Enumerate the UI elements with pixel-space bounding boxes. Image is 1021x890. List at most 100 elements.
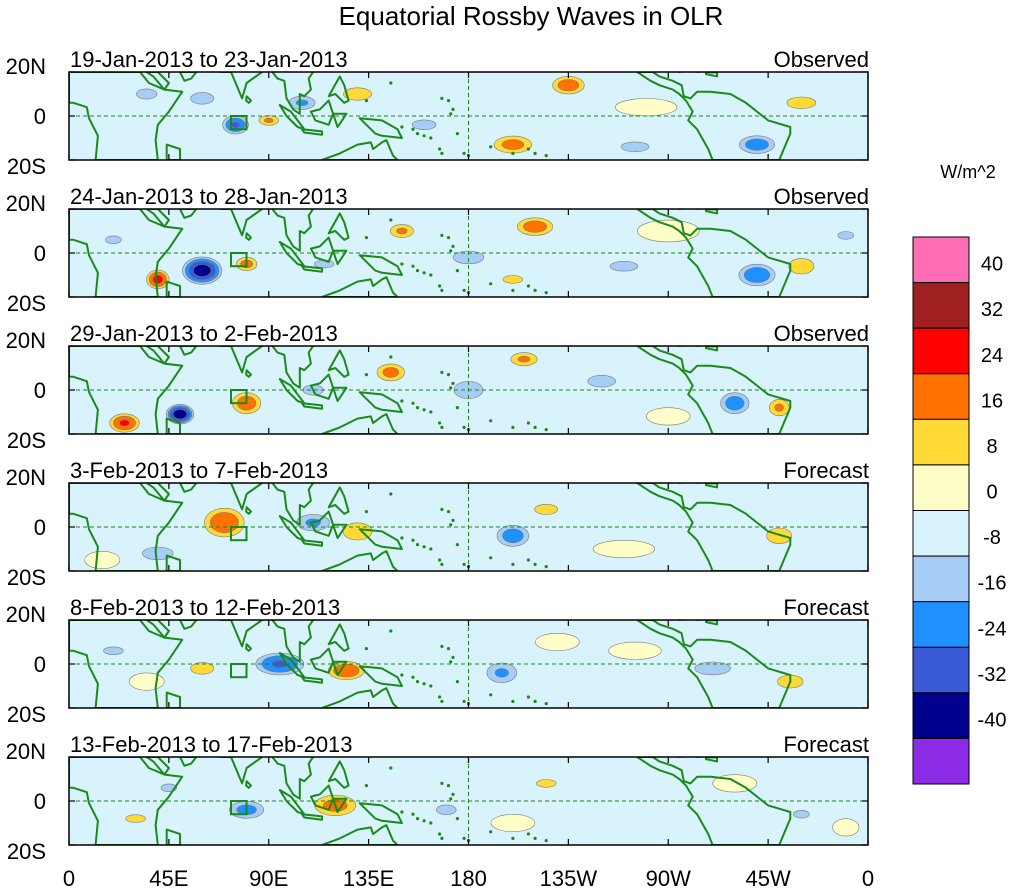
panel-4: 20N 0 20S 3-Feb-2013 to 7-Feb-2013 Forecast	[6, 458, 869, 590]
panel-map	[69, 620, 868, 708]
y-tick-label: 20N	[6, 328, 46, 353]
panel-kind: Forecast	[783, 595, 869, 620]
anomaly-1	[182, 256, 223, 285]
colorbar-swatch	[912, 236, 970, 284]
colorbar-swatch	[912, 646, 970, 694]
panel-kind: Forecast	[783, 732, 869, 757]
y-tick-label: 0	[34, 104, 46, 129]
anomaly-9	[609, 261, 639, 272]
colorbar-swatch	[912, 692, 970, 739]
anomaly-6	[190, 92, 215, 105]
coastlines	[69, 209, 792, 297]
colorbar-swatch	[912, 464, 970, 511]
anomaly-4	[376, 363, 405, 382]
y-tick-label: 20S	[7, 428, 46, 453]
anomaly-8	[258, 115, 279, 126]
anomaly-11	[608, 641, 662, 660]
y-tick-label: 20N	[6, 465, 46, 490]
anomaly-5	[738, 135, 775, 154]
anomaly-2	[146, 269, 170, 290]
panel-map	[69, 72, 868, 160]
anomaly-1	[165, 404, 195, 425]
colorbar-swatch	[912, 555, 970, 603]
anomaly-5	[694, 661, 731, 676]
y-tick-label: 20N	[6, 739, 46, 764]
panel-map	[69, 757, 868, 845]
anomaly-7	[103, 646, 124, 655]
panel-period: 24-Jan-2013 to 28-Jan-2013	[70, 184, 348, 209]
y-tick-label: 20S	[7, 154, 46, 179]
colorbar-swatch	[912, 418, 970, 466]
x-tick-label: 180	[450, 866, 487, 890]
y-tick-label: 0	[34, 241, 46, 266]
colorbar-tick: -32	[978, 664, 1007, 686]
anomaly-2	[493, 135, 533, 154]
anomaly-14	[614, 98, 678, 117]
y-tick-label: 20S	[7, 839, 46, 864]
x-tick-label: 0	[63, 866, 75, 890]
panel-period: 3-Feb-2013 to 7-Feb-2013	[70, 458, 328, 483]
y-tick-label: 20N	[6, 602, 46, 627]
anomaly-7	[343, 87, 372, 101]
colorbar-tick: 24	[981, 345, 1003, 367]
panel-period: 19-Jan-2013 to 23-Jan-2013	[70, 47, 348, 72]
x-tick-label: 45W	[746, 866, 791, 890]
x-tick-label: 90W	[646, 866, 691, 890]
y-tick-label: 0	[34, 652, 46, 677]
anomaly-4	[486, 662, 517, 683]
colorbar-tick: 32	[981, 299, 1003, 321]
panel-kind: Forecast	[783, 458, 869, 483]
colorbar-tick: -40	[978, 709, 1007, 731]
anomaly-5	[510, 352, 538, 367]
x-axis: 0 45E 90E 135E 180 135W 90W 45W 0	[63, 866, 874, 890]
anomaly-3	[125, 814, 146, 823]
panel-kind: Observed	[774, 321, 869, 346]
anomaly-6	[535, 779, 557, 788]
panel-1: 20N 0 20S 19-Jan-2013 to 23-Jan-2013 Observe…	[6, 47, 869, 179]
anomaly-1	[204, 507, 245, 538]
anomaly-9	[411, 119, 437, 131]
panel-kind: Observed	[774, 184, 869, 209]
anomaly-6	[720, 392, 750, 415]
anomaly-5	[142, 546, 174, 561]
colorbar-tick: 40	[981, 254, 1003, 276]
panel-map	[69, 346, 868, 434]
anomaly-7	[788, 258, 815, 275]
y-tick-label: 20S	[7, 291, 46, 316]
coastlines	[69, 483, 792, 571]
colorbar-tick: 8	[986, 436, 997, 458]
anomaly-7	[534, 503, 559, 515]
panels: 20N 0 20S 19-Jan-2013 to 23-Jan-2013 Observe…	[6, 47, 869, 864]
y-tick-label: 20N	[6, 191, 46, 216]
colorbar-tick: 0	[986, 482, 997, 504]
colorbar-swatch	[912, 737, 970, 785]
colorbar-swatch	[912, 282, 970, 329]
panel-kind: Observed	[774, 47, 869, 72]
y-tick-label: 20S	[7, 565, 46, 590]
y-tick-label: 0	[34, 515, 46, 540]
y-tick-label: 0	[34, 378, 46, 403]
colorbar-swatch	[912, 373, 970, 420]
y-tick-label: 20N	[6, 54, 46, 79]
panel-map	[69, 483, 868, 571]
anomaly-5	[389, 224, 414, 238]
x-tick-label: 135W	[540, 866, 598, 890]
anomaly-13	[645, 407, 691, 426]
anomaly-5	[436, 804, 457, 815]
anomaly-10	[128, 672, 165, 691]
colorbar-swatch	[912, 327, 970, 375]
anomaly-13	[105, 235, 122, 245]
anomaly-14	[837, 231, 854, 240]
anomaly-6	[766, 527, 793, 544]
anomaly-11	[592, 539, 656, 558]
anomaly-11	[637, 219, 700, 243]
chart-title: Equatorial Rossby Waves in OLR	[339, 1, 724, 31]
y-tick-label: 0	[34, 789, 46, 814]
anomaly-4	[288, 95, 316, 110]
colorbar-swatch	[912, 601, 970, 648]
anomaly-9	[793, 809, 810, 819]
colorbar: W/m^2 40 32 24 16 8 0 -8 -16 -24 -32 -40	[912, 162, 1007, 785]
panel-period: 29-Jan-2013 to 2-Feb-2013	[70, 321, 338, 346]
coastlines	[69, 620, 792, 708]
